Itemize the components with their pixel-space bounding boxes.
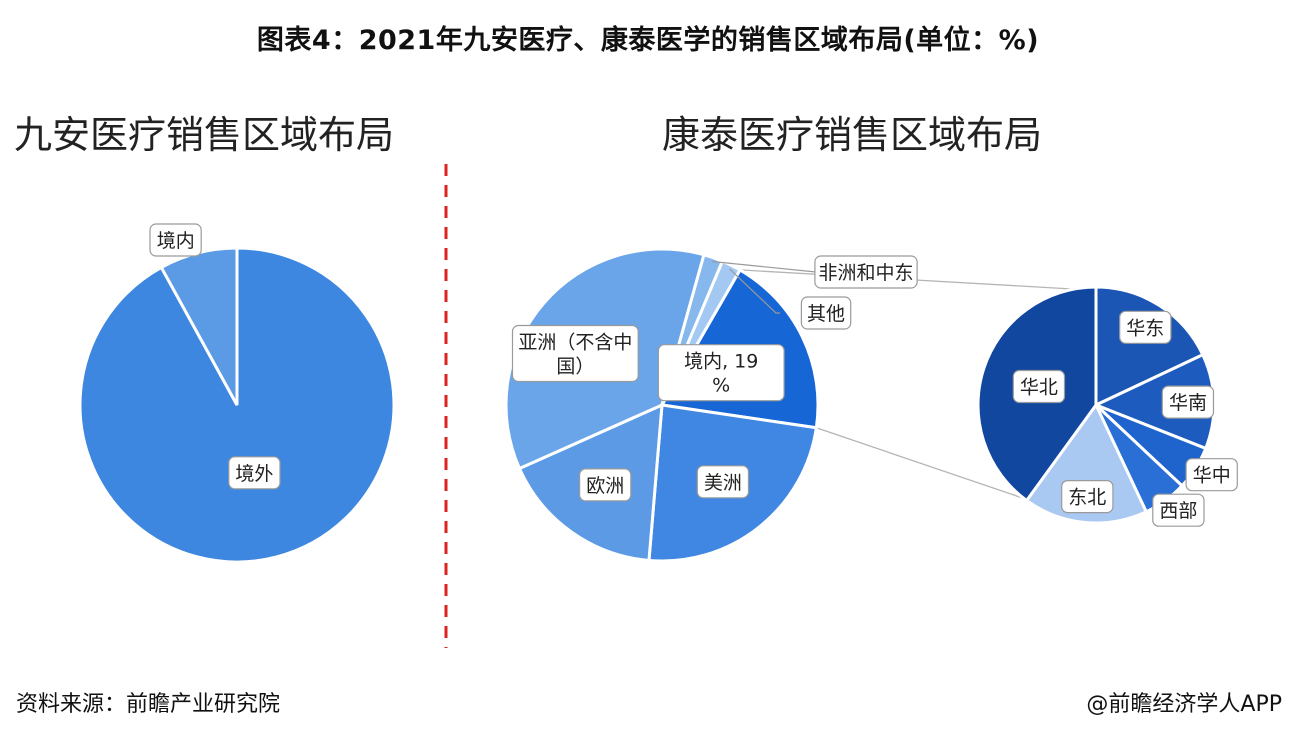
right-pie-label-box-3: [511, 324, 639, 383]
right-pie-label-4: 非洲和中东: [814, 255, 918, 289]
breakout-pie-label-box-4: [1061, 480, 1114, 514]
breakout-pie-label-3: 西部: [1152, 493, 1205, 527]
chart-main-title: 图表4：2021年九安医疗、康泰医学的销售区域布局(单位：%): [256, 25, 1040, 56]
breakout-pie-label-4: 东北: [1061, 480, 1114, 514]
right-pie-label-text-3-0: 亚洲（不含中: [518, 332, 632, 354]
breakout-pie-label-box-1: [1161, 385, 1215, 419]
right-pie-label-text-5: 其他: [807, 303, 845, 325]
left-pie-label-1: 境内: [149, 223, 202, 257]
right-pie-label-text-1: 美洲: [704, 472, 742, 494]
breakout-pie-label-text-2: 华中: [1193, 465, 1231, 487]
right-pie-label-1: 美洲: [696, 465, 750, 499]
breakout-pie-label-box-2: [1185, 458, 1238, 492]
breakout-pie-label-5: 华北: [1012, 369, 1066, 404]
right-pie-label-text-3-1: 国）: [556, 356, 594, 378]
breakout-pie-label-2: 华中: [1185, 458, 1238, 492]
credit-note: @前瞻经济学人APP: [1086, 692, 1282, 717]
right-pie-label-text-0-0: 境内, 19: [684, 351, 758, 373]
left-pie-label-box-0: [228, 456, 281, 490]
right-pie-label-5: 其他: [800, 296, 852, 330]
right-chart-title: 康泰医疗销售区域布局: [662, 113, 1043, 157]
right-pie: [504, 247, 820, 563]
breakout-pie-label-text-4: 东北: [1068, 487, 1106, 509]
breakout-pie-label-text-0: 华东: [1126, 317, 1164, 339]
right-pie-label-text-2: 欧洲: [586, 475, 624, 497]
left-pie: [78, 246, 396, 564]
left-pie-label-text-0: 境外: [235, 463, 273, 485]
right-pie-label-text-4: 非洲和中东: [818, 262, 913, 284]
left-pie-label-box-1: [149, 223, 202, 257]
breakout-pie-label-box-5: [1012, 369, 1066, 404]
right-pie-label-box-0: [657, 344, 785, 402]
breakout-pie-label-text-3: 西部: [1159, 500, 1197, 522]
right-pie-label-box-4: [814, 255, 918, 289]
right-pie-leader-5: [729, 268, 780, 314]
right-pie-label-text-0-1: %: [712, 375, 730, 397]
breakout-pie-label-1: 华南: [1161, 385, 1215, 419]
right-pie-label-2: 欧洲: [578, 468, 632, 502]
right-pie-label-0: 境内, 19%: [657, 344, 785, 402]
right-pie-label-box-2: [578, 468, 632, 502]
breakout-pie-slice-4: [1024, 402, 1149, 525]
right-pie-label-box-5: [800, 296, 852, 330]
breakout-pie-label-0: 华东: [1119, 310, 1172, 344]
left-chart-title: 九安医疗销售区域布局: [14, 113, 395, 157]
breakout-pie-label-box-3: [1152, 493, 1205, 527]
breakout-pie-label-text-5: 华北: [1020, 377, 1058, 399]
left-pie-label-0: 境外: [228, 456, 281, 490]
breakout-pie-label-text-1: 华南: [1169, 392, 1207, 414]
left-pie-label-text-1: 境内: [157, 230, 195, 252]
source-note: 资料来源：前瞻产业研究院: [16, 692, 281, 717]
right-pie-label-box-1: [696, 465, 750, 499]
breakout-pie-label-box-0: [1119, 310, 1172, 344]
